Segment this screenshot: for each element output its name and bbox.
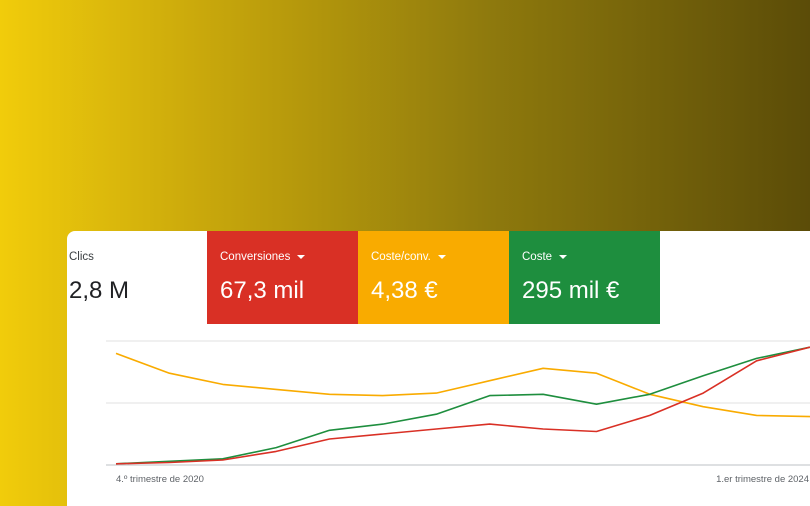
metric-label-row: Conversiones (220, 250, 358, 264)
x-axis-start-label: 4.º trimestre de 2020 (116, 474, 204, 485)
metric-tile-cost[interactable]: Coste 295 mil € (509, 231, 660, 324)
metric-label-row: Coste (522, 250, 660, 264)
dropdown-caret-icon[interactable] (297, 255, 306, 259)
metric-value: 295 mil € (522, 277, 620, 304)
dropdown-caret-icon[interactable] (437, 255, 446, 259)
performance-line-chart: 4.º trimestre de 2020 1.er trimestre de … (106, 340, 810, 485)
metric-tile-clicks[interactable]: Clics 2,8 M (67, 231, 207, 324)
metric-value: 4,38 € (371, 277, 438, 304)
metric-value: 67,3 mil (220, 277, 305, 304)
chart-series (115, 346, 810, 465)
series-line-0 (115, 352, 810, 418)
dropdown-caret-icon[interactable] (559, 255, 568, 259)
metric-label-row: Coste/conv. (371, 250, 509, 264)
chart-grid (106, 340, 810, 466)
metric-label: Coste/conv. (371, 251, 431, 263)
metric-tile-conversions[interactable]: Conversiones 67,3 mil (207, 231, 358, 324)
metric-label: Clics (69, 251, 94, 263)
metric-label: Coste (522, 251, 553, 263)
metric-label: Conversiones (220, 251, 291, 263)
series-line-2 (115, 346, 810, 465)
metric-value: 2,8 M (69, 277, 130, 304)
x-axis-end-label: 1.er trimestre de 2024 (716, 474, 809, 485)
metric-tile-cost-per-conversion[interactable]: Coste/conv. 4,38 € (358, 231, 509, 324)
series-line-1 (115, 346, 810, 465)
